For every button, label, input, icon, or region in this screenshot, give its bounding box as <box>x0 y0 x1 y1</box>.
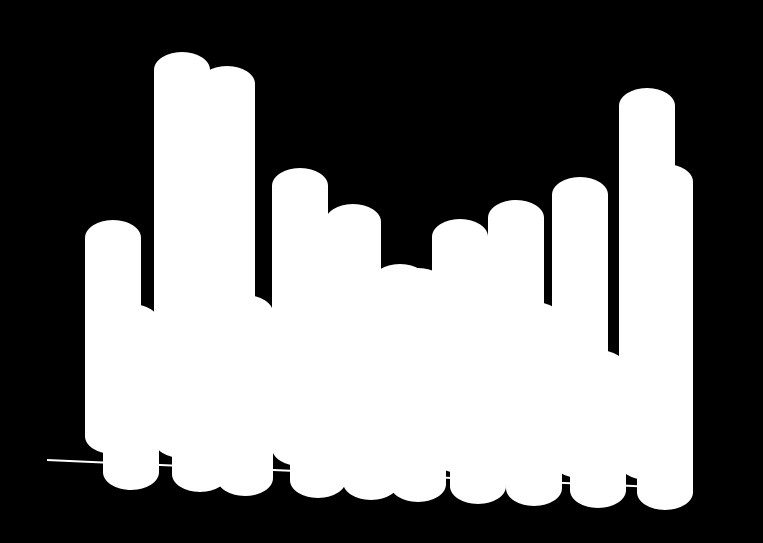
cylinder-chart <box>0 0 763 543</box>
cylinder-bar <box>103 304 159 490</box>
cylinder-bar <box>217 295 273 496</box>
cylinder-bar <box>637 164 693 510</box>
cylinder-bar <box>570 350 626 508</box>
